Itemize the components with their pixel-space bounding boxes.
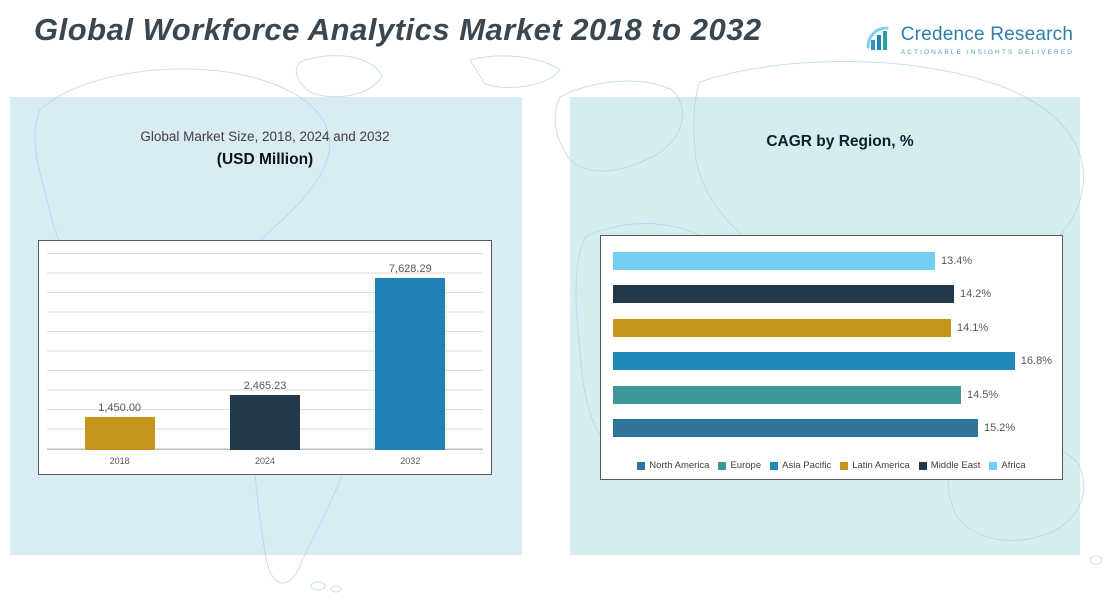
- logo-text: Credence Research Actionable Insights De…: [901, 24, 1074, 56]
- legend-item-africa: Africa: [989, 460, 1026, 471]
- market-size-plot: 1,450.00 2018 2,465.23 2024 7,628.29 2032: [47, 249, 483, 472]
- x-axis-label-2024: 2024: [254, 456, 275, 466]
- legend-label: Europe: [730, 460, 762, 471]
- bar-group-2032: 7,628.29 2032: [375, 263, 446, 472]
- cagr-title: CAGR by Region, %: [766, 133, 914, 150]
- legend-swatch: [637, 461, 646, 470]
- cagr-legend: North America Europe Asia Pacific Latin Ame…: [601, 460, 1062, 471]
- legend-item-europe: Europe: [718, 460, 761, 471]
- market-size-title-line2: (USD Million): [216, 151, 314, 168]
- legend-swatch: [989, 461, 998, 470]
- legend-swatch: [718, 461, 727, 470]
- legend-label: Asia Pacific: [782, 460, 832, 471]
- market-size-chart: 1,450.00 2018 2,465.23 2024 7,628.29 2032: [38, 240, 492, 475]
- cagr-row-latin-america: 14.1%: [613, 318, 1052, 337]
- bar-chart-logo-icon: [864, 24, 894, 59]
- cagr-bar-asia-pacific: [613, 352, 1015, 371]
- legend-item-north-america: North America: [637, 460, 709, 471]
- cagr-row-africa: 13.4%: [613, 252, 1052, 270]
- bar-value-label: 1,450.00: [98, 402, 142, 414]
- bar-group-2018: 1,450.00 2018: [84, 402, 155, 472]
- cagr-bar-middle-east: [613, 285, 954, 304]
- cagr-chart: 13.4% 14.2% 14.1% 16.8% 14.5% 15.2% North Ame…: [600, 235, 1063, 480]
- brand-tagline: Actionable Insights Delivered: [900, 49, 1074, 56]
- cagr-bar-north-america: [613, 418, 978, 437]
- legend-swatch: [918, 461, 927, 470]
- bar-value-label: 2,465.23: [243, 380, 287, 392]
- bar-2024: [229, 395, 300, 450]
- cagr-value-label: 13.4%: [941, 255, 973, 267]
- cagr-row-asia-pacific: 16.8%: [613, 352, 1052, 371]
- legend-swatch: [770, 461, 779, 470]
- cagr-row-north-america: 15.2%: [613, 418, 1052, 437]
- market-size-title-line1: Global Market Size, 2018, 2024 and 2032: [140, 129, 390, 144]
- cagr-row-middle-east: 14.2%: [613, 285, 1052, 304]
- legend-label: Africa: [1001, 460, 1026, 471]
- cagr-value-label: 15.2%: [984, 421, 1016, 434]
- page-title: Global Workforce Analytics Market 2018 t…: [34, 12, 762, 47]
- cagr-row-europe: 14.5%: [613, 385, 1052, 404]
- bar-2018: [84, 417, 155, 450]
- legend-label: North America: [649, 460, 710, 471]
- x-axis-label-2018: 2018: [109, 456, 130, 466]
- legend-label: Latin America: [852, 460, 910, 471]
- x-axis-label-2032: 2032: [400, 456, 421, 466]
- legend-swatch: [840, 461, 849, 470]
- cagr-value-label: 14.2%: [960, 288, 992, 301]
- brand-logo: Credence Research Actionable Insights De…: [864, 24, 1074, 59]
- cagr-value-label: 16.8%: [1020, 355, 1052, 368]
- bar-group-2024: 2,465.23 2024: [229, 380, 300, 472]
- legend-item-latin-america: Latin America: [840, 460, 910, 471]
- legend-item-middle-east: Middle East: [918, 460, 981, 471]
- cagr-plot: 13.4% 14.2% 14.1% 16.8% 14.5% 15.2%: [613, 252, 1052, 437]
- bar-2032: [375, 278, 446, 450]
- cagr-bar-africa: [613, 252, 935, 270]
- cagr-bar-europe: [613, 385, 961, 404]
- bar-value-label: 7,628.29: [388, 263, 432, 275]
- brand-name: Credence Research: [900, 24, 1074, 45]
- cagr-value-label: 14.1%: [957, 321, 989, 334]
- cagr-bar-latin-america: [613, 318, 951, 337]
- legend-item-asia-pacific: Asia Pacific: [770, 460, 831, 471]
- market-size-titles: Global Market Size, 2018, 2024 and 2032 …: [60, 129, 470, 169]
- cagr-value-label: 14.5%: [967, 388, 999, 401]
- legend-label: Middle East: [930, 460, 981, 471]
